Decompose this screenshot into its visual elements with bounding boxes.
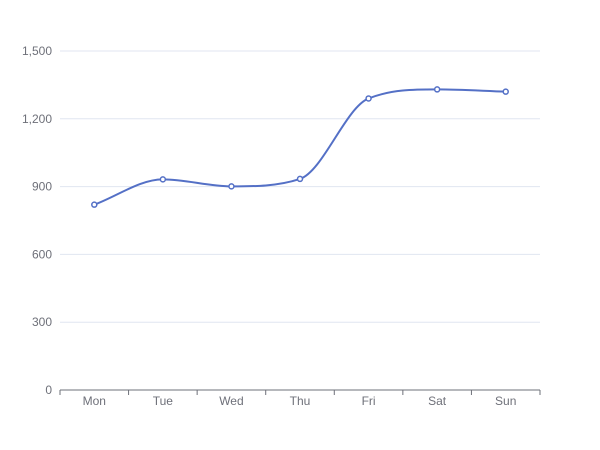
x-tick-label: Thu — [290, 394, 311, 408]
x-tick-label: Tue — [153, 394, 174, 408]
x-tick-label: Wed — [219, 394, 243, 408]
y-tick-label: 1,500 — [22, 44, 52, 58]
data-point-sat[interactable] — [433, 86, 441, 93]
y-axis-labels: 0 300 600 900 1,200 1,500 — [22, 44, 52, 397]
y-tick-label: 0 — [45, 383, 52, 397]
series-layer — [91, 86, 509, 208]
data-point-mon[interactable] — [91, 201, 98, 208]
grid-lines — [60, 50, 540, 323]
x-tick-label: Sat — [428, 394, 447, 408]
data-point-thu[interactable] — [296, 175, 304, 183]
data-point-tue[interactable] — [159, 176, 167, 183]
y-tick-label: 900 — [32, 180, 52, 194]
data-point-sun[interactable] — [502, 88, 509, 95]
data-point-fri[interactable] — [365, 95, 372, 102]
x-axis: Mon Tue Wed Thu Fri Sat Sun — [59, 389, 541, 408]
data-point-wed[interactable] — [228, 183, 235, 190]
y-tick-label: 600 — [32, 247, 52, 261]
x-tick-label: Sun — [495, 394, 516, 408]
x-tick-label: Fri — [362, 394, 376, 408]
series-line — [93, 88, 506, 206]
y-tick-label: 300 — [32, 315, 52, 329]
y-tick-label: 1,200 — [22, 112, 52, 126]
x-tick-label: Mon — [83, 394, 106, 408]
